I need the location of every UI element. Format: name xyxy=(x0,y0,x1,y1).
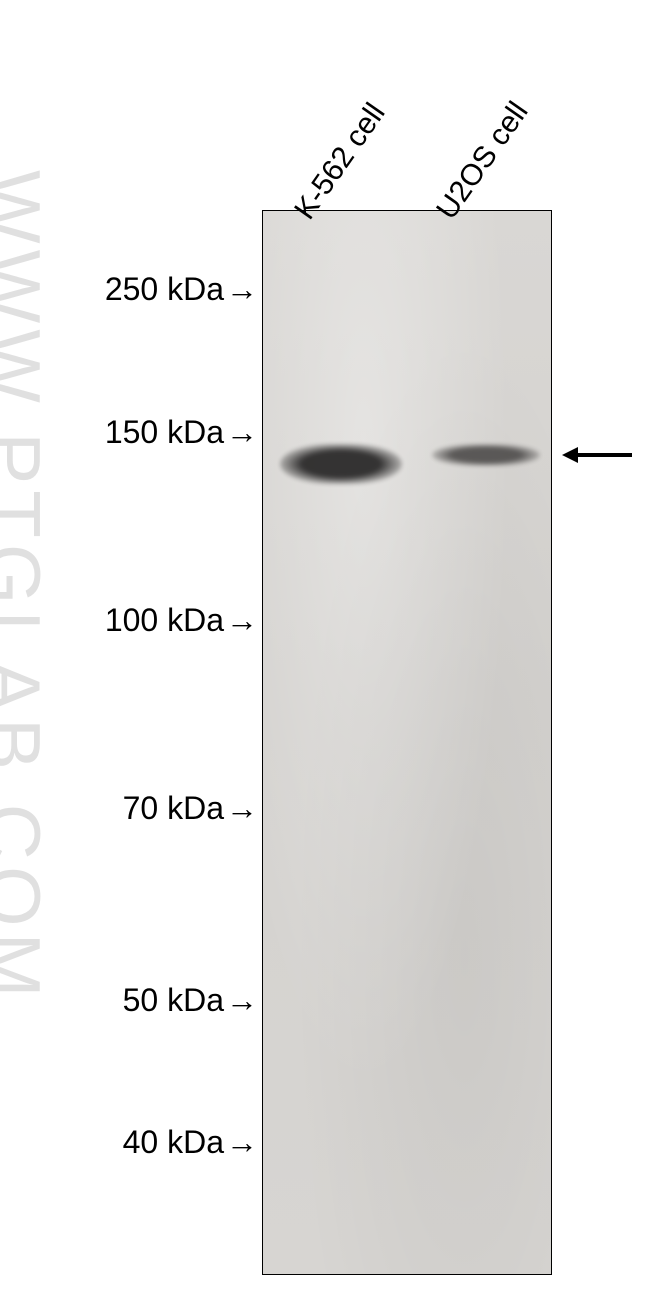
mw-arrow-icon: → xyxy=(226,602,258,639)
mw-marker-40-text: 40 kDa xyxy=(123,1124,224,1160)
mw-marker-50-text: 50 kDa xyxy=(123,982,224,1018)
blot-band-lane0 xyxy=(280,444,402,484)
mw-marker-70-text: 70 kDa xyxy=(123,790,224,826)
mw-marker-100-text: 100 kDa xyxy=(105,602,224,638)
mw-arrow-icon: → xyxy=(226,414,258,451)
mw-marker-50: 50 kDa→ xyxy=(123,982,258,1019)
mw-arrow-icon: → xyxy=(226,271,258,308)
mw-marker-150: 150 kDa→ xyxy=(105,414,258,451)
figure-canvas: WWW.PTGLAB.COM K-562 cell U2OS cell 250 … xyxy=(0,0,650,1298)
mw-marker-150-text: 150 kDa xyxy=(105,414,224,450)
band-indicator-arrow-icon xyxy=(562,443,632,467)
mw-arrow-icon: → xyxy=(226,982,258,1019)
mw-marker-40: 40 kDa→ xyxy=(123,1124,258,1161)
watermark-text: WWW.PTGLAB.COM xyxy=(0,170,58,1004)
mw-arrow-icon: → xyxy=(226,790,258,827)
mw-marker-70: 70 kDa→ xyxy=(123,790,258,827)
mw-marker-250: 250 kDa→ xyxy=(105,271,258,308)
blot-band-lane1 xyxy=(432,444,540,466)
lane-label-k562: K-562 cell xyxy=(288,97,392,226)
mw-marker-100: 100 kDa→ xyxy=(105,602,258,639)
blot-membrane xyxy=(262,210,552,1275)
lane-label-u2os: U2OS cell xyxy=(430,96,535,226)
mw-arrow-icon: → xyxy=(226,1124,258,1161)
mw-marker-250-text: 250 kDa xyxy=(105,271,224,307)
